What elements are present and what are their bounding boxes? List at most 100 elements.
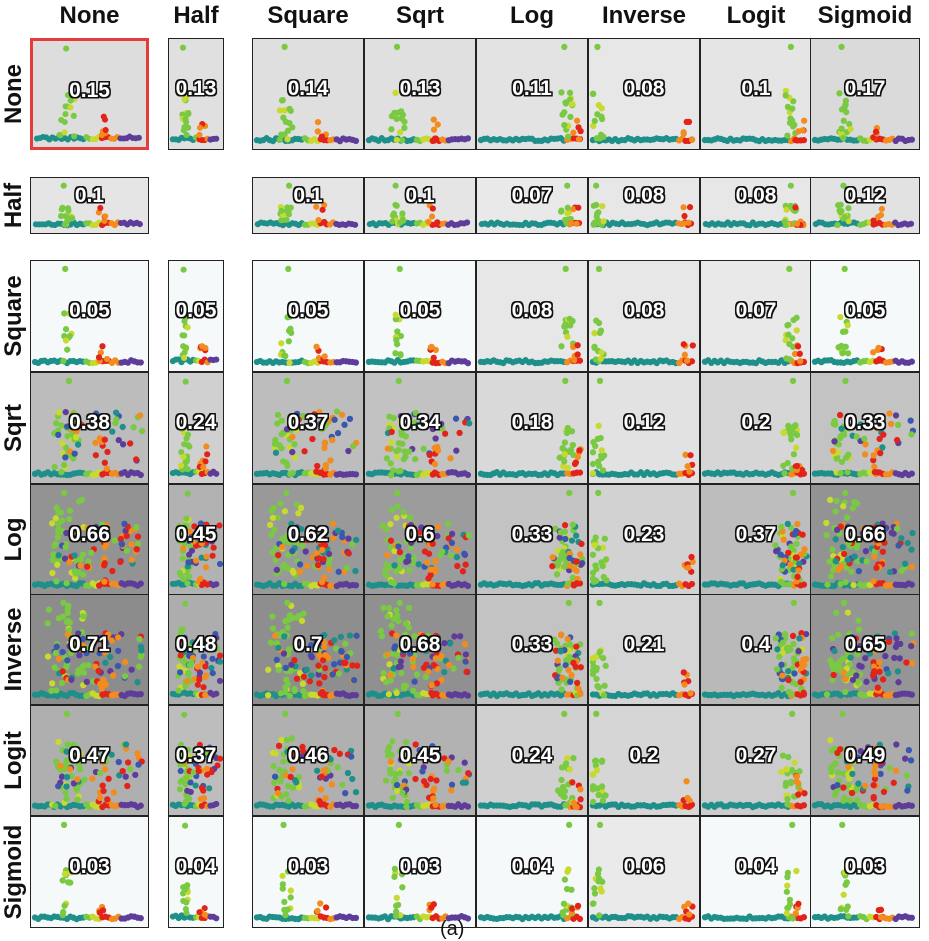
data-point: [315, 647, 322, 654]
cell-value-label: 0.17: [844, 77, 886, 100]
data-point: [176, 786, 183, 793]
data-point: [904, 787, 911, 794]
data-point: [560, 912, 567, 919]
data-point: [894, 668, 902, 675]
data-point: [308, 672, 315, 679]
data-point: [52, 540, 59, 548]
data-point: [779, 672, 786, 679]
data-point: [684, 463, 691, 470]
data-point: [866, 650, 873, 657]
data-point: [874, 684, 882, 691]
data-point: [63, 213, 70, 220]
cell-none-logit: 0.1: [700, 38, 812, 150]
data-point: [797, 678, 804, 686]
data-point: [405, 760, 412, 767]
data-point: [840, 134, 847, 142]
cell-value-label: 0.49: [844, 744, 886, 767]
data-point: [336, 750, 343, 757]
data-point: [589, 90, 597, 98]
data-point: [787, 561, 794, 568]
data-point: [185, 669, 192, 676]
data-point: [823, 531, 830, 539]
scatter-plot: [31, 377, 146, 479]
data-point: [274, 514, 281, 521]
data-point: [788, 766, 796, 774]
data-point: [397, 129, 404, 136]
data-point: [286, 692, 293, 700]
cell-square-sigmoid: 0.05: [810, 260, 920, 372]
scatter-plot: [365, 43, 472, 145]
row-header-inverse: Inverse: [0, 607, 27, 692]
data-point: [556, 534, 563, 541]
data-point: [395, 821, 403, 828]
data-point: [62, 408, 69, 416]
data-point: [591, 890, 599, 897]
data-point: [681, 351, 688, 358]
data-point: [397, 412, 405, 420]
data-point: [557, 529, 565, 536]
data-point: [80, 635, 87, 642]
data-point: [592, 757, 600, 764]
data-point: [832, 536, 839, 543]
data-point: [61, 129, 68, 136]
data-point: [793, 220, 801, 227]
data-point: [213, 915, 220, 922]
data-point: [330, 534, 337, 541]
data-point: [69, 746, 76, 754]
data-point: [281, 508, 289, 515]
data-point: [181, 886, 188, 893]
row-header-sigmoid: Sigmoid: [0, 824, 27, 920]
data-point: [598, 888, 605, 895]
data-point: [300, 748, 307, 755]
data-point: [200, 684, 207, 691]
data-point: [829, 447, 837, 455]
data-point: [872, 762, 879, 769]
data-point: [110, 789, 117, 796]
cell-none-sigmoid: 0.17: [810, 38, 920, 150]
data-point: [397, 351, 404, 358]
data-point: [393, 607, 400, 614]
data-point: [593, 767, 601, 774]
data-point: [291, 441, 298, 448]
data-point: [844, 556, 852, 564]
data-point: [394, 328, 401, 335]
cell-value-label: 0.08: [623, 77, 665, 100]
data-point: [327, 772, 334, 779]
scatter-plot: [365, 599, 472, 699]
data-point: [184, 678, 191, 685]
data-point: [389, 794, 396, 802]
scatter-plot: [31, 265, 144, 367]
data-point: [268, 507, 275, 514]
data-point: [202, 458, 209, 465]
data-point: [429, 205, 436, 212]
data-point: [285, 782, 292, 790]
data-point: [69, 754, 76, 761]
data-point: [377, 627, 384, 634]
cell-sqrt-square: 0.37: [252, 372, 364, 484]
cell-value-label: 0.14: [287, 77, 329, 100]
data-point: [400, 509, 407, 516]
data-point: [564, 204, 571, 211]
data-point: [289, 784, 297, 791]
data-point: [380, 669, 387, 677]
cell-half-inverse: 0.08: [588, 177, 700, 234]
scatter-plot: [169, 44, 220, 144]
data-point: [465, 770, 472, 777]
scatter-plot: [33, 45, 142, 143]
data-point: [74, 441, 82, 448]
data-point: [302, 548, 309, 555]
data-point: [335, 568, 342, 575]
data-point: [876, 741, 883, 748]
data-point: [861, 435, 868, 442]
data-point: [845, 218, 852, 225]
data-point: [407, 514, 414, 521]
scatter-plot: [477, 710, 584, 811]
data-point: [297, 568, 304, 575]
data-point: [786, 265, 793, 272]
data-point: [63, 795, 70, 802]
scatter-plot: [254, 182, 359, 229]
data-point: [773, 665, 781, 673]
data-point: [216, 658, 223, 665]
col-header-sqrt: Sqrt: [396, 2, 444, 29]
data-point: [389, 738, 396, 745]
